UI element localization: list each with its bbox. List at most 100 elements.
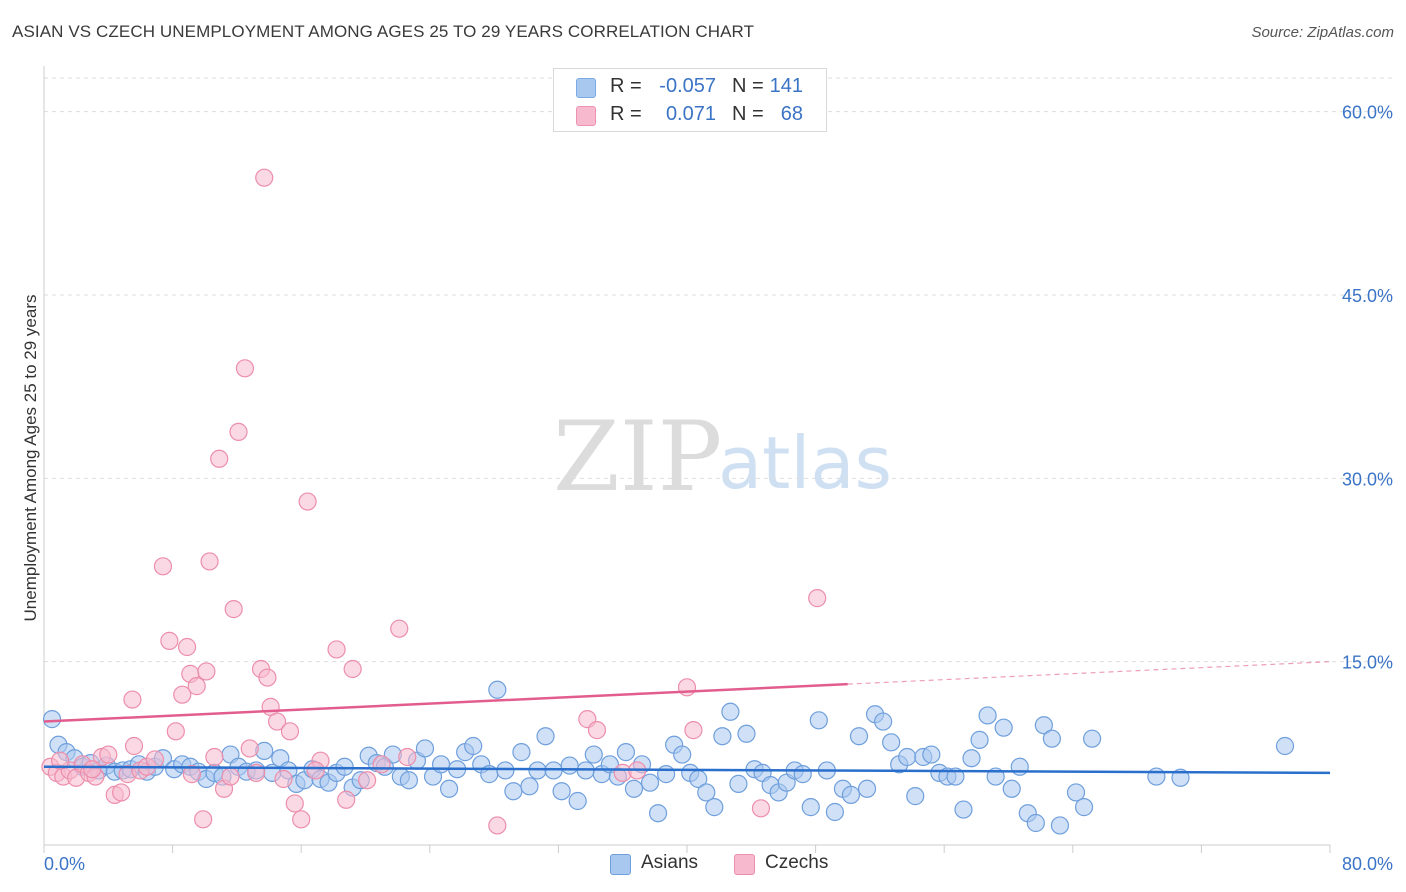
data-point-czechs bbox=[229, 422, 248, 441]
data-point-asians bbox=[874, 712, 893, 731]
data-point-asians bbox=[1042, 729, 1062, 748]
czechs-legend-label: Czechs bbox=[765, 852, 829, 873]
data-point-czechs bbox=[390, 619, 409, 638]
data-point-asians bbox=[520, 777, 539, 796]
data-point-asians bbox=[954, 800, 973, 819]
watermark-zip: ZIP bbox=[553, 401, 722, 513]
czechs-swatch bbox=[576, 106, 596, 126]
czechs-legend-swatch bbox=[734, 854, 755, 875]
data-point-czechs bbox=[255, 168, 274, 187]
y-tick-label: 30.0% bbox=[1342, 469, 1393, 489]
r-value: -0.057 bbox=[659, 75, 716, 97]
n-label: N = bbox=[732, 103, 764, 125]
data-point-asians bbox=[512, 743, 531, 762]
data-point-asians bbox=[568, 791, 587, 811]
data-point-czechs bbox=[343, 659, 362, 679]
stats-legend-row-asians: R = -0.057 N = 141 bbox=[554, 73, 826, 101]
data-point-czechs bbox=[285, 794, 304, 813]
data-point-czechs bbox=[194, 810, 213, 829]
data-point-asians bbox=[970, 730, 989, 749]
y-tick-label: 45.0% bbox=[1342, 286, 1393, 306]
data-point-asians bbox=[1066, 783, 1086, 802]
data-point-asians bbox=[898, 747, 917, 767]
asians-swatch bbox=[576, 78, 596, 98]
data-point-czechs bbox=[187, 677, 206, 696]
data-point-asians bbox=[841, 785, 861, 804]
data-point-czechs bbox=[488, 816, 507, 835]
data-point-asians bbox=[1074, 798, 1094, 817]
data-point-czechs bbox=[112, 783, 131, 802]
trend-line-czechs bbox=[43, 682, 848, 723]
data-point-czechs bbox=[153, 557, 173, 576]
data-point-asians bbox=[335, 757, 354, 776]
trend-line-asians bbox=[43, 765, 1331, 775]
data-point-czechs bbox=[205, 747, 224, 767]
data-point-czechs bbox=[173, 685, 192, 704]
data-point-asians bbox=[648, 804, 668, 823]
x-tick-label-max: 80.0% bbox=[1342, 854, 1393, 874]
series-czechs bbox=[41, 168, 827, 835]
data-point-czechs bbox=[337, 790, 356, 809]
data-point-asians bbox=[1002, 779, 1021, 798]
data-point-czechs bbox=[145, 750, 165, 769]
data-point-asians bbox=[1171, 768, 1190, 787]
chart-title: ASIAN VS CZECH UNEMPLOYMENT AMONG AGES 2… bbox=[12, 22, 755, 41]
data-point-asians bbox=[1050, 816, 1070, 835]
data-point-czechs bbox=[677, 678, 697, 697]
data-point-asians bbox=[978, 706, 997, 725]
data-point-asians bbox=[793, 765, 812, 784]
r-label: R = bbox=[610, 75, 642, 97]
asians-legend-label: Asians bbox=[641, 852, 699, 873]
data-point-asians bbox=[801, 798, 820, 817]
data-point-czechs bbox=[197, 662, 216, 681]
x-tick-label-min: 0.0% bbox=[44, 854, 85, 874]
series-asians bbox=[42, 680, 1295, 835]
n-value: 141 bbox=[769, 75, 803, 97]
data-point-czechs bbox=[123, 690, 142, 709]
n-value: 68 bbox=[780, 103, 803, 125]
data-point-czechs bbox=[292, 810, 311, 829]
data-point-czechs bbox=[235, 359, 255, 378]
data-point-asians bbox=[536, 727, 555, 746]
data-point-czechs bbox=[398, 747, 417, 767]
stats-legend-row-czechs: R = 0.071 N = 68 bbox=[554, 101, 826, 129]
r-label: R = bbox=[610, 103, 642, 125]
data-point-czechs bbox=[274, 769, 293, 789]
y-tick-label: 60.0% bbox=[1342, 103, 1393, 123]
data-point-czechs bbox=[124, 736, 144, 756]
data-point-asians bbox=[624, 779, 644, 798]
trend-line-extension-czechs bbox=[847, 661, 1331, 685]
data-point-asians bbox=[657, 765, 676, 784]
data-point-czechs bbox=[298, 492, 317, 511]
data-point-asians bbox=[488, 680, 507, 699]
source-credit: Source: ZipAtlas.com bbox=[1251, 24, 1394, 41]
data-point-asians bbox=[737, 724, 756, 743]
data-point-czechs bbox=[684, 721, 703, 740]
data-point-asians bbox=[705, 798, 724, 817]
data-point-asians bbox=[616, 743, 636, 762]
data-point-czechs bbox=[267, 712, 287, 731]
data-point-czechs bbox=[224, 600, 243, 619]
data-point-asians bbox=[528, 761, 547, 780]
data-point-asians bbox=[464, 736, 483, 756]
data-point-asians bbox=[882, 733, 901, 752]
data-point-asians bbox=[1034, 716, 1053, 735]
watermark-atlas: atlas bbox=[718, 421, 892, 505]
data-point-asians bbox=[415, 739, 435, 758]
data-point-czechs bbox=[327, 640, 346, 659]
data-point-asians bbox=[922, 745, 941, 764]
data-point-czechs bbox=[240, 739, 259, 758]
data-point-czechs bbox=[83, 760, 102, 779]
data-point-czechs bbox=[587, 721, 607, 740]
data-point-czechs bbox=[210, 449, 229, 468]
data-point-asians bbox=[496, 761, 515, 780]
data-point-asians bbox=[42, 710, 62, 729]
data-point-asians bbox=[1010, 757, 1029, 776]
data-point-czechs bbox=[200, 552, 219, 571]
data-point-asians bbox=[713, 727, 732, 746]
data-point-czechs bbox=[372, 755, 391, 774]
data-point-czechs bbox=[99, 745, 118, 764]
data-point-asians bbox=[825, 802, 844, 822]
data-point-czechs bbox=[160, 631, 179, 650]
